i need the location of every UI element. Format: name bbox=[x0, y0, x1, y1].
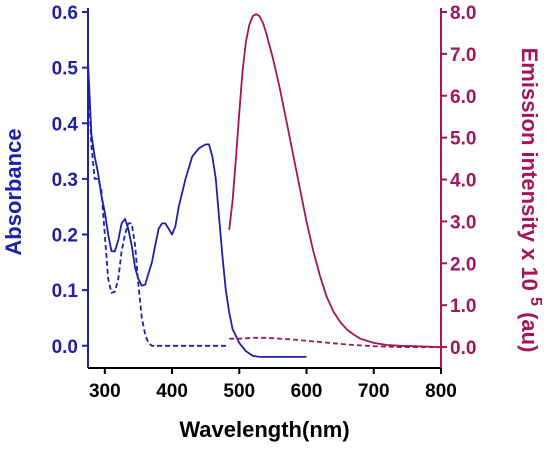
y-right-tick-label: 8.0 bbox=[450, 3, 476, 24]
x-tick-label: 700 bbox=[358, 381, 390, 402]
y-axis-right-label-unit: (au) bbox=[517, 312, 542, 352]
y-right-tick-label: 6.0 bbox=[450, 87, 476, 108]
emission-solid-line bbox=[228, 13, 442, 348]
y-left-tick-label: 0.2 bbox=[52, 226, 78, 247]
y-axis-left-label: Absorbance bbox=[1, 128, 26, 255]
ticks: 300 400 500 600 700 800 0.0 0.1 0.2 0.3 0.4 0.5 0.6 0… bbox=[52, 3, 477, 402]
y-axis-right-label-exponent: 5 bbox=[527, 297, 544, 306]
x-tick-label: 400 bbox=[156, 381, 188, 402]
y-right-tick-label: 3.0 bbox=[450, 212, 476, 233]
y-left-tick-label: 0.6 bbox=[52, 3, 78, 24]
emission-dashed-line bbox=[229, 336, 441, 348]
y-left-tick-label: 0.0 bbox=[52, 337, 78, 358]
x-tick-label: 500 bbox=[223, 381, 255, 402]
y-axis-right-label: Emission intensity x 10 5 (au) bbox=[517, 48, 550, 353]
x-tick-label: 600 bbox=[291, 381, 323, 402]
x-axis-label: Wavelength(nm) bbox=[179, 417, 349, 442]
y-right-tick-label: 5.0 bbox=[450, 129, 476, 150]
y-axis-right-label-main: Emission intensity x 10 bbox=[517, 48, 542, 291]
y-left-tick-label: 0.3 bbox=[52, 170, 78, 191]
plot-area bbox=[87, 13, 442, 358]
x-tick-label: 800 bbox=[425, 381, 457, 402]
absorbance-dashed-line bbox=[87, 73, 230, 347]
y-right-tick-label: 1.0 bbox=[450, 296, 476, 317]
y-right-tick-label: 0.0 bbox=[450, 338, 476, 359]
y-left-tick-label: 0.5 bbox=[52, 59, 79, 80]
y-right-tick-label: 2.0 bbox=[450, 254, 476, 275]
y-right-tick-label: 7.0 bbox=[450, 45, 476, 66]
y-left-tick-label: 0.1 bbox=[52, 281, 79, 302]
y-left-tick-label: 0.4 bbox=[52, 114, 79, 135]
y-right-tick-label: 4.0 bbox=[450, 171, 476, 192]
x-tick-label: 300 bbox=[89, 381, 121, 402]
absorbance-solid-line bbox=[87, 62, 307, 358]
